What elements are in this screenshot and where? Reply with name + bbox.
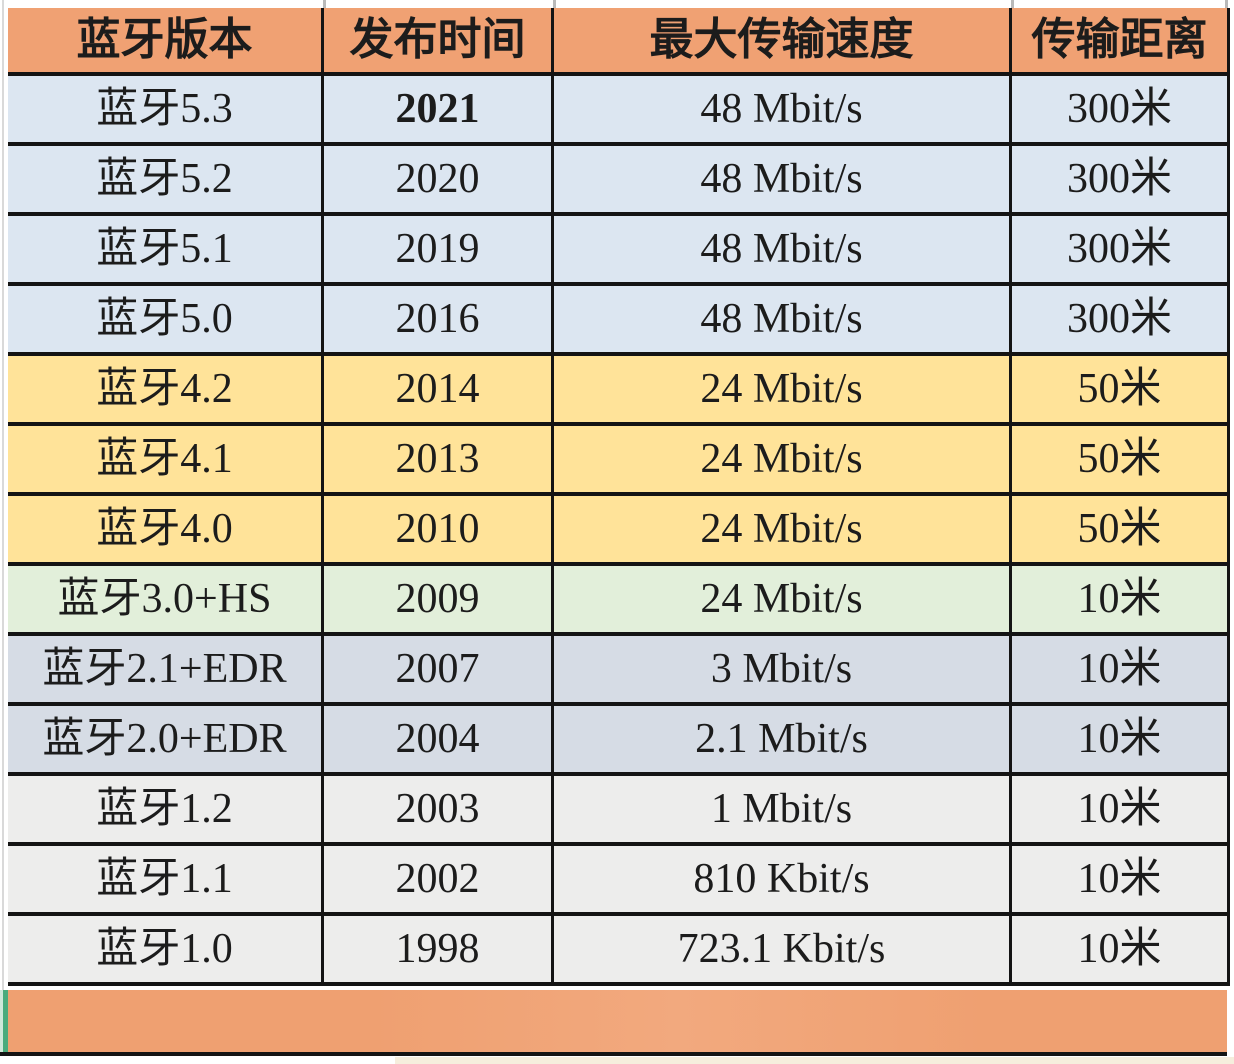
column-header-speed: 最大传输速度 — [554, 8, 1012, 72]
cell-speed: 24 Mbit/s — [554, 356, 1012, 422]
table-row: 蓝牙5.1 2019 48 Mbit/s 300米 — [8, 216, 1227, 286]
cell-year: 2020 — [324, 146, 554, 212]
cell-speed: 3 Mbit/s — [554, 636, 1012, 702]
cell-version: 蓝牙2.1+EDR — [8, 636, 324, 702]
table-row: 蓝牙4.1 2013 24 Mbit/s 50米 — [8, 426, 1227, 496]
table-row: 蓝牙4.0 2010 24 Mbit/s 50米 — [8, 496, 1227, 566]
cell-speed: 48 Mbit/s — [554, 76, 1012, 142]
cell-distance: 10米 — [1012, 916, 1227, 982]
gridline-stub — [1225, 0, 1228, 9]
cell-year: 2004 — [324, 706, 554, 772]
cell-distance: 10米 — [1012, 636, 1227, 702]
cell-speed: 24 Mbit/s — [554, 496, 1012, 562]
cell-version: 蓝牙5.0 — [8, 286, 324, 352]
cell-speed: 24 Mbit/s — [554, 426, 1012, 492]
cell-version: 蓝牙5.3 — [8, 76, 324, 142]
cell-version: 蓝牙4.2 — [8, 356, 324, 422]
column-header-version: 蓝牙版本 — [8, 8, 324, 72]
left-hairline — [2, 0, 4, 990]
cell-year: 2009 — [324, 566, 554, 632]
column-header-distance: 传输距离 — [1012, 8, 1227, 72]
cell-year: 2002 — [324, 846, 554, 912]
table-row: 蓝牙1.2 2003 1 Mbit/s 10米 — [8, 776, 1227, 846]
cell-year: 2016 — [324, 286, 554, 352]
cell-speed: 48 Mbit/s — [554, 286, 1012, 352]
cell-version: 蓝牙4.1 — [8, 426, 324, 492]
cell-version: 蓝牙1.0 — [8, 916, 324, 982]
table-row: 蓝牙4.2 2014 24 Mbit/s 50米 — [8, 356, 1227, 426]
table-row: 蓝牙5.3 2021 48 Mbit/s 300米 — [8, 76, 1227, 146]
cell-year: 2019 — [324, 216, 554, 282]
cell-distance: 50米 — [1012, 356, 1227, 422]
gridline-stub — [323, 0, 326, 9]
cell-speed: 810 Kbit/s — [554, 846, 1012, 912]
table-row: 蓝牙5.0 2016 48 Mbit/s 300米 — [8, 286, 1227, 356]
cell-year: 2014 — [324, 356, 554, 422]
cell-distance: 10米 — [1012, 846, 1227, 912]
gridline-stub — [1011, 0, 1014, 9]
cell-distance: 300米 — [1012, 216, 1227, 282]
cell-year: 1998 — [324, 916, 554, 982]
table-row: 蓝牙2.0+EDR 2004 2.1 Mbit/s 10米 — [8, 706, 1227, 776]
cell-year: 2010 — [324, 496, 554, 562]
bluetooth-version-table: 蓝牙版本 发布时间 最大传输速度 传输距离 蓝牙5.3 2021 48 Mbit… — [8, 8, 1230, 986]
footer-orange-fill — [8, 990, 1227, 1052]
cell-distance: 10米 — [1012, 706, 1227, 772]
cell-year: 2013 — [324, 426, 554, 492]
table-row: 蓝牙2.1+EDR 2007 3 Mbit/s 10米 — [8, 636, 1227, 706]
table-row: 蓝牙3.0+HS 2009 24 Mbit/s 10米 — [8, 566, 1227, 636]
cell-distance: 300米 — [1012, 146, 1227, 212]
cell-year: 2003 — [324, 776, 554, 842]
cell-distance: 50米 — [1012, 496, 1227, 562]
cell-speed: 48 Mbit/s — [554, 216, 1012, 282]
cell-speed: 2.1 Mbit/s — [554, 706, 1012, 772]
cell-speed: 1 Mbit/s — [554, 776, 1012, 842]
cell-year: 2021 — [324, 76, 554, 142]
footer-left-green-strip — [3, 990, 8, 1052]
table-row: 蓝牙1.0 1998 723.1 Kbit/s 10米 — [8, 916, 1227, 986]
cell-year: 2007 — [324, 636, 554, 702]
cell-version: 蓝牙1.2 — [8, 776, 324, 842]
table-header-row: 蓝牙版本 发布时间 最大传输速度 传输距离 — [8, 8, 1227, 76]
cell-version: 蓝牙4.0 — [8, 496, 324, 562]
cell-version: 蓝牙2.0+EDR — [8, 706, 324, 772]
cell-distance: 10米 — [1012, 566, 1227, 632]
cell-version: 蓝牙1.1 — [8, 846, 324, 912]
cell-distance: 10米 — [1012, 776, 1227, 842]
footer-orange-bar — [0, 990, 1227, 1056]
cell-version: 蓝牙3.0+HS — [8, 566, 324, 632]
table-row: 蓝牙1.1 2002 810 Kbit/s 10米 — [8, 846, 1227, 916]
cell-speed: 24 Mbit/s — [554, 566, 1012, 632]
cell-distance: 300米 — [1012, 286, 1227, 352]
cell-version: 蓝牙5.1 — [8, 216, 324, 282]
cell-speed: 723.1 Kbit/s — [554, 916, 1012, 982]
cell-distance: 50米 — [1012, 426, 1227, 492]
bottom-cream-strip — [395, 1057, 1234, 1064]
cell-distance: 300米 — [1012, 76, 1227, 142]
table-row: 蓝牙5.2 2020 48 Mbit/s 300米 — [8, 146, 1227, 216]
cell-speed: 48 Mbit/s — [554, 146, 1012, 212]
column-header-year: 发布时间 — [324, 8, 554, 72]
cell-version: 蓝牙5.2 — [8, 146, 324, 212]
gridline-stub — [553, 0, 556, 9]
footer-left-mint-strip — [0, 990, 3, 1052]
